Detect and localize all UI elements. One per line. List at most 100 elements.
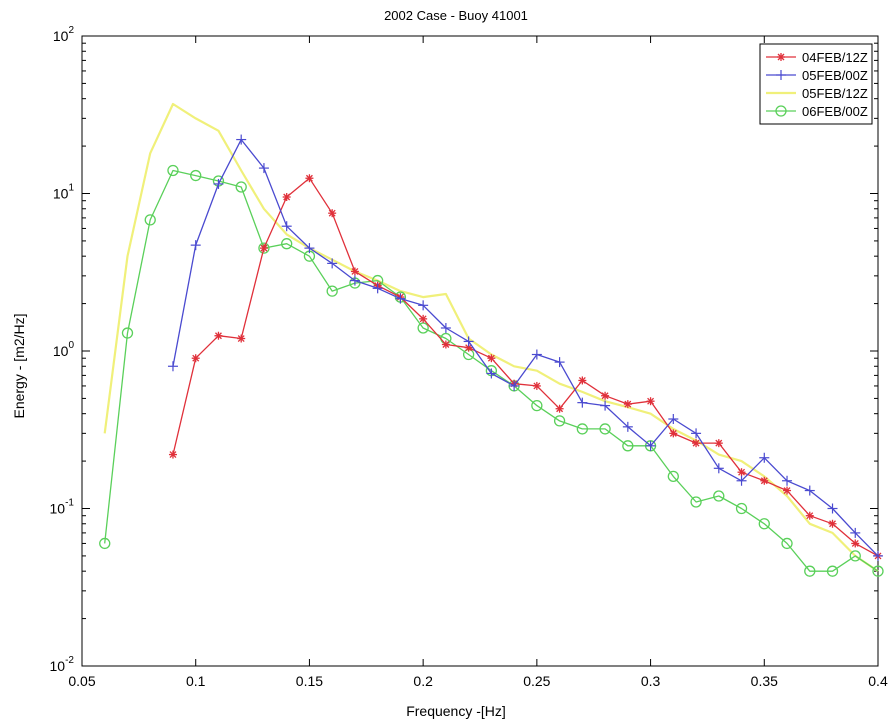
y-tick-label: 10-1 bbox=[50, 498, 75, 517]
legend-label: 05FEB/12Z bbox=[802, 86, 868, 101]
data-point bbox=[553, 415, 566, 427]
data-point bbox=[531, 349, 542, 360]
y-tick-label: 100 bbox=[53, 340, 75, 359]
data-point bbox=[623, 400, 632, 409]
data-point bbox=[873, 550, 883, 561]
data-point bbox=[691, 428, 702, 439]
data-point bbox=[441, 340, 450, 349]
data-point bbox=[281, 238, 293, 250]
legend-item: 06FEB/00Z bbox=[766, 104, 868, 119]
data-point bbox=[576, 423, 588, 435]
data-point bbox=[599, 423, 611, 435]
data-point bbox=[281, 221, 292, 232]
data-point bbox=[781, 537, 793, 550]
data-point bbox=[213, 178, 224, 189]
data-point bbox=[783, 486, 792, 495]
x-tick-label: 0.3 bbox=[641, 673, 661, 689]
legend-marker bbox=[775, 105, 787, 117]
data-point bbox=[463, 336, 474, 347]
data-point bbox=[235, 181, 247, 193]
data-point bbox=[669, 429, 678, 438]
y-tick-label: 101 bbox=[53, 183, 75, 202]
data-point bbox=[713, 490, 725, 502]
series-line bbox=[172, 177, 879, 557]
data-point bbox=[509, 380, 520, 391]
legend-label: 04FEB/12Z bbox=[802, 50, 868, 65]
data-point bbox=[350, 267, 359, 276]
data-point bbox=[282, 193, 291, 202]
data-point bbox=[622, 421, 633, 432]
data-point bbox=[804, 565, 816, 577]
x-tick-label: 0.05 bbox=[68, 673, 95, 689]
data-point bbox=[735, 502, 748, 515]
data-point bbox=[736, 475, 747, 486]
data-point bbox=[327, 258, 338, 269]
x-tick-label: 0.35 bbox=[751, 673, 778, 689]
data-point bbox=[167, 361, 178, 372]
data-point bbox=[486, 368, 497, 379]
x-tick-label: 0.1 bbox=[186, 673, 206, 689]
data-point bbox=[237, 334, 246, 343]
data-point bbox=[849, 550, 861, 562]
legend: 04FEB/12Z 05FEB/00Z 05FEB/12Z 06FEB/00Z bbox=[759, 43, 873, 125]
data-point bbox=[714, 439, 723, 448]
legend-item: 05FEB/12Z bbox=[766, 86, 868, 101]
data-point bbox=[759, 452, 770, 463]
data-point bbox=[440, 322, 451, 333]
data-point bbox=[760, 476, 769, 485]
data-point bbox=[531, 399, 543, 412]
data-point bbox=[190, 169, 202, 182]
data-point bbox=[646, 397, 655, 406]
data-point bbox=[850, 527, 861, 538]
data-point bbox=[554, 357, 565, 368]
data-point bbox=[758, 518, 770, 530]
data-point bbox=[372, 283, 383, 294]
y-axis: 10-2 10-1 100 101 102 bbox=[50, 25, 878, 674]
data-point bbox=[828, 519, 837, 528]
data-point bbox=[782, 475, 793, 486]
data-point bbox=[668, 414, 679, 425]
series-line bbox=[172, 138, 879, 557]
data-point bbox=[872, 565, 884, 577]
data-point bbox=[259, 244, 268, 253]
data-point bbox=[258, 163, 269, 174]
data-point bbox=[417, 322, 429, 334]
data-point bbox=[690, 496, 702, 508]
x-tick-label: 0.2 bbox=[413, 673, 433, 689]
data-point bbox=[851, 539, 860, 548]
y-tick-label: 10-2 bbox=[50, 655, 75, 674]
data-point bbox=[214, 331, 223, 340]
legend-label: 05FEB/00Z bbox=[802, 68, 868, 83]
data-point bbox=[326, 285, 338, 297]
legend-label: 06FEB/00Z bbox=[802, 104, 868, 119]
data-point bbox=[305, 174, 314, 183]
data-point bbox=[191, 354, 200, 363]
data-point bbox=[304, 243, 315, 254]
data-point bbox=[190, 240, 201, 251]
data-point bbox=[395, 293, 406, 304]
x-tick-label: 0.25 bbox=[523, 673, 550, 689]
x-tick-label: 0.15 bbox=[296, 673, 323, 689]
chart-title: 2002 Case - Buoy 41001 bbox=[384, 8, 528, 23]
data-point bbox=[419, 314, 428, 323]
data-point bbox=[827, 503, 838, 514]
legend-item: 05FEB/00Z bbox=[766, 68, 868, 83]
data-point bbox=[349, 275, 360, 286]
data-point bbox=[532, 381, 541, 390]
data-point bbox=[600, 400, 611, 411]
data-point bbox=[645, 440, 656, 451]
data-point bbox=[667, 470, 679, 483]
data-point bbox=[713, 463, 724, 474]
x-axis: 0.05 0.1 0.15 0.2 0.25 0.3 0.35 0.4 bbox=[68, 36, 888, 689]
legend-marker bbox=[776, 70, 786, 80]
data-point bbox=[99, 537, 111, 550]
data-point bbox=[692, 439, 701, 448]
data-point bbox=[622, 440, 634, 452]
data-point bbox=[577, 397, 588, 408]
data-point bbox=[805, 511, 814, 520]
data-point bbox=[418, 300, 429, 311]
x-axis-title: Frequency -[Hz] bbox=[406, 703, 506, 719]
data-point bbox=[804, 485, 815, 496]
data-point bbox=[555, 404, 564, 413]
